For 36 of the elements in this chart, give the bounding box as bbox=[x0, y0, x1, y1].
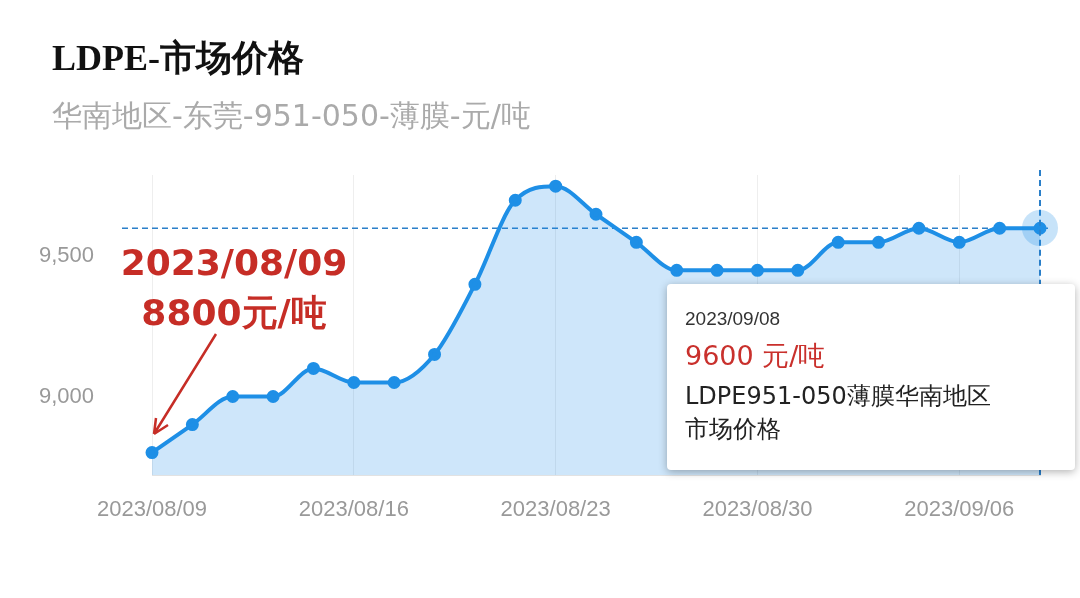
annotation: LDPE951-050薄膜华南地区市场价格 bbox=[685, 381, 992, 445]
x-tick-label: 2023/09/06 bbox=[904, 496, 1015, 522]
point bbox=[145, 446, 159, 460]
point bbox=[508, 193, 522, 207]
x-tick-label: 2023/08/16 bbox=[298, 496, 409, 522]
point bbox=[831, 235, 845, 249]
point bbox=[468, 277, 482, 291]
point bbox=[670, 263, 684, 277]
point bbox=[185, 418, 199, 432]
tooltip-card: 2023/09/08 9600 元/吨 LDPE951-050薄膜华南地区市场价格 bbox=[667, 284, 1075, 470]
point bbox=[226, 390, 240, 403]
chart-title: LDPE-市场价格 bbox=[52, 37, 304, 80]
point bbox=[710, 263, 724, 277]
y-tick-label: 9,000 bbox=[38, 382, 94, 408]
x-tick-label: 2023/08/30 bbox=[702, 496, 813, 522]
point bbox=[549, 179, 563, 193]
x-tick-label: 2023/08/23 bbox=[500, 496, 611, 522]
point bbox=[428, 347, 442, 361]
x-tick-label: 2023/08/09 bbox=[96, 496, 208, 522]
annotation: 2023/08/09 8800元/吨 bbox=[119, 241, 349, 335]
chart-subtitle: 华南地区-东莞-951-050-薄膜-元/吨 bbox=[52, 97, 531, 135]
point bbox=[952, 235, 966, 249]
point bbox=[306, 361, 320, 375]
point bbox=[872, 235, 886, 249]
point bbox=[791, 263, 805, 277]
point bbox=[387, 375, 401, 389]
point bbox=[993, 221, 1007, 235]
point bbox=[347, 375, 361, 389]
annotation: 2023/09/08 bbox=[685, 308, 782, 330]
point bbox=[589, 207, 603, 221]
point bbox=[912, 221, 926, 235]
point bbox=[266, 390, 280, 403]
y-tick-label: 9,500 bbox=[38, 242, 94, 268]
point bbox=[750, 263, 764, 277]
annotation: 9600 元/吨 bbox=[685, 339, 827, 373]
point bbox=[629, 235, 643, 249]
